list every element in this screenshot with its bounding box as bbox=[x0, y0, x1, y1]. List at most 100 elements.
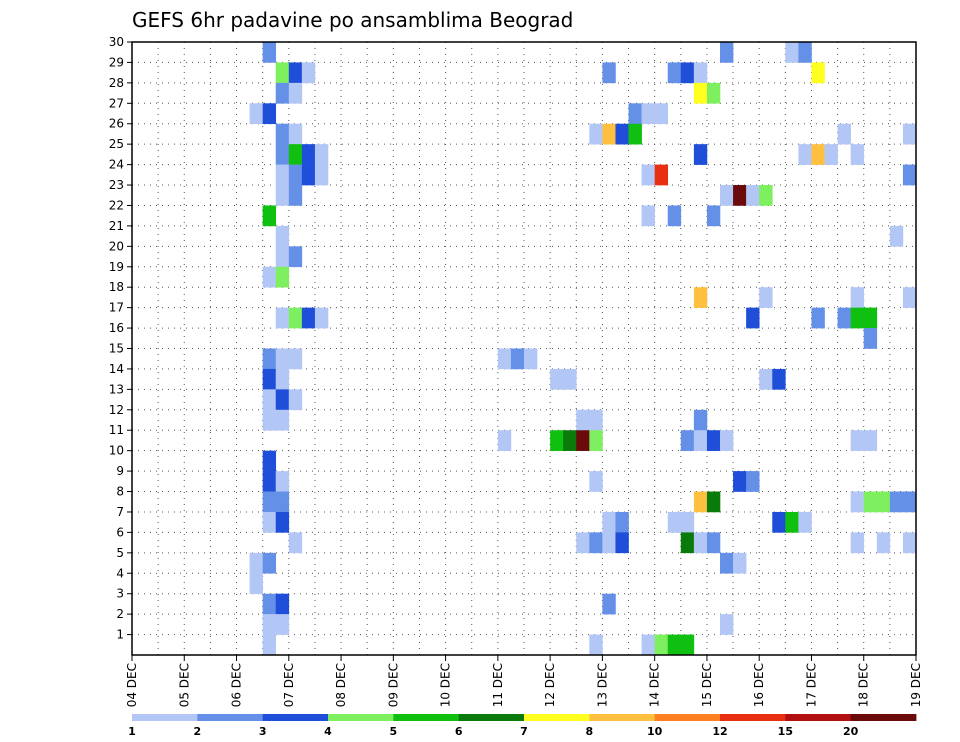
heatmap-cell bbox=[615, 123, 629, 145]
heatmap-cell bbox=[785, 42, 799, 63]
y-tick-label: 28 bbox=[109, 76, 124, 90]
heatmap-cell bbox=[759, 287, 773, 308]
heatmap-cell bbox=[693, 532, 708, 554]
heatmap-cell bbox=[615, 511, 629, 533]
heatmap-cell bbox=[733, 185, 747, 206]
heatmap-cell bbox=[811, 307, 825, 329]
heatmap-cell bbox=[863, 491, 878, 513]
heatmap-cell bbox=[262, 389, 277, 411]
heatmap-cell bbox=[706, 82, 721, 104]
heatmap-cell bbox=[837, 307, 851, 329]
heatmap-cell bbox=[524, 348, 538, 370]
heatmap-cell bbox=[288, 532, 303, 554]
colorbar-label: 20 bbox=[843, 725, 859, 738]
colorbar-segment bbox=[393, 714, 460, 721]
colorbar-label: 12 bbox=[712, 725, 727, 738]
heatmap-cell bbox=[706, 430, 721, 451]
heatmap-cell bbox=[824, 144, 838, 165]
heatmap-cell bbox=[693, 491, 708, 513]
heatmap-cell bbox=[641, 205, 655, 227]
heatmap-cell bbox=[550, 368, 564, 390]
y-tick-label: 30 bbox=[109, 35, 124, 49]
y-tick-label: 18 bbox=[109, 280, 124, 294]
heatmap-cell bbox=[706, 532, 721, 554]
y-tick-label: 4 bbox=[116, 566, 124, 580]
heatmap-cell bbox=[654, 103, 669, 125]
heatmap-cell bbox=[693, 144, 708, 165]
heatmap-cell bbox=[693, 82, 708, 104]
heatmap-cell bbox=[693, 62, 708, 84]
heatmap-cell bbox=[798, 42, 812, 63]
y-tick-label: 12 bbox=[109, 403, 124, 417]
colorbar-label: 6 bbox=[455, 725, 463, 738]
colorbar-segment bbox=[524, 714, 590, 721]
heatmap-cell bbox=[589, 471, 603, 492]
heatmap-cell bbox=[510, 348, 525, 370]
heatmap-cell bbox=[876, 491, 891, 513]
x-tick-label: 05 DEC bbox=[177, 663, 191, 707]
heatmap-cell bbox=[288, 307, 303, 329]
x-tick-label: 11 DEC bbox=[491, 663, 505, 707]
colorbar-segment bbox=[654, 714, 721, 721]
heatmap-cell bbox=[262, 634, 277, 656]
heatmap-cell bbox=[785, 511, 799, 533]
heatmap-cell bbox=[288, 389, 303, 411]
heatmap-cell bbox=[288, 144, 303, 165]
colorbar-label: 3 bbox=[259, 725, 267, 738]
heatmap-cell bbox=[275, 144, 290, 165]
heatmap-cell bbox=[576, 532, 590, 554]
colorbar-segment bbox=[132, 714, 198, 721]
colorbar-label: 4 bbox=[324, 725, 332, 738]
x-tick-label: 08 DEC bbox=[334, 663, 348, 707]
heatmap-cell bbox=[706, 491, 721, 513]
y-tick-label: 2 bbox=[116, 607, 124, 621]
heatmap-cell bbox=[589, 634, 603, 656]
heatmap-cell bbox=[589, 123, 603, 145]
heatmap-cell bbox=[288, 164, 303, 186]
y-tick-label: 16 bbox=[109, 321, 124, 335]
heatmap-cell bbox=[798, 144, 812, 165]
heatmap-cell bbox=[772, 511, 786, 533]
colorbar-label: 2 bbox=[194, 725, 202, 738]
colorbar-label: 1 bbox=[128, 725, 136, 738]
heatmap-cell bbox=[654, 164, 669, 186]
heatmap-cell bbox=[602, 123, 616, 145]
heatmap-cell bbox=[262, 266, 277, 288]
y-tick-label: 13 bbox=[109, 382, 124, 396]
x-tick-label: 13 DEC bbox=[595, 663, 609, 707]
heatmap-cell bbox=[693, 430, 708, 451]
x-tick-label: 04 DEC bbox=[125, 663, 139, 707]
heatmap-cell bbox=[693, 287, 708, 308]
y-tick-label: 17 bbox=[109, 301, 124, 315]
heatmap-cell bbox=[693, 409, 708, 431]
heatmap-cell bbox=[576, 409, 590, 431]
heatmap-cell bbox=[589, 532, 603, 554]
heatmap-cell bbox=[288, 123, 303, 145]
heatmap-cell bbox=[275, 225, 290, 247]
heatmap-cell bbox=[275, 389, 290, 411]
colorbar-label: 5 bbox=[390, 725, 398, 738]
heatmap-cell bbox=[863, 307, 878, 329]
heatmap-cell bbox=[275, 368, 290, 390]
heatmap-cell bbox=[628, 103, 642, 125]
heatmap-cell bbox=[497, 348, 512, 370]
heatmap-cells bbox=[249, 42, 917, 656]
x-tick-label: 12 DEC bbox=[543, 663, 557, 707]
heatmap-cell bbox=[275, 123, 290, 145]
heatmap-cell bbox=[720, 614, 734, 635]
y-tick-label: 19 bbox=[109, 260, 124, 274]
heatmap-cell bbox=[262, 491, 277, 513]
heatmap-cell bbox=[262, 593, 277, 615]
heatmap-cell bbox=[667, 511, 682, 533]
heatmap-cell bbox=[262, 368, 277, 390]
heatmap-cell bbox=[275, 185, 290, 206]
colorbar-label: 10 bbox=[647, 725, 663, 738]
heatmap-cell bbox=[889, 225, 904, 247]
heatmap-cell bbox=[602, 511, 616, 533]
heatmap-cell bbox=[615, 532, 629, 554]
y-axis-ticks: 1234567891011121314151617181920212223242… bbox=[109, 35, 132, 642]
colorbar-label: 8 bbox=[586, 725, 594, 738]
y-tick-label: 1 bbox=[116, 628, 124, 642]
colorbar-label: 7 bbox=[520, 725, 528, 738]
heatmap-cell bbox=[628, 123, 642, 145]
